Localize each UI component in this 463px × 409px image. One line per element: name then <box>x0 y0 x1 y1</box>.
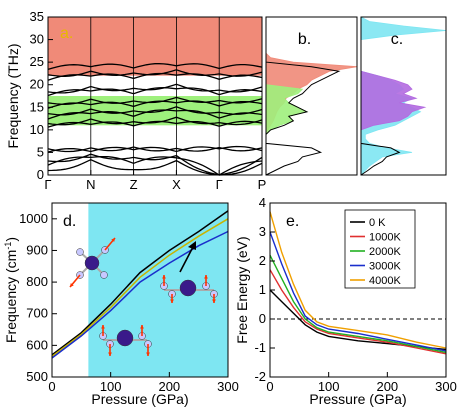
panel-a-ytick-label: 30 <box>30 32 44 47</box>
panel-d-ylabel: Frequency (cm-1) <box>3 237 19 343</box>
panel-d-xtick-label: 200 <box>158 379 180 394</box>
panel-e-legend-label: 0 K <box>369 217 386 229</box>
panel-e-ylabel: Free Energy (eV) <box>234 236 250 343</box>
panel-a-xtick-label: Z <box>130 177 138 192</box>
panel-d-xtick-label: 100 <box>100 379 122 394</box>
panel-b-label: b. <box>298 31 311 48</box>
panel-a-label: a. <box>60 25 73 42</box>
panel-a-ytick-label: 20 <box>30 77 44 92</box>
panel-d-xlabel: Pressure (GPa) <box>91 391 188 407</box>
panel-d-xtick-label: 300 <box>217 379 239 394</box>
panel-d-series-0 <box>51 210 229 356</box>
panel-a-ylabel: Frequency (THz) <box>5 43 21 148</box>
displacement-arrowhead <box>111 238 115 242</box>
panel-e-ytick-label: -2 <box>254 369 266 384</box>
panel-a-branch-10 <box>47 96 263 105</box>
panel-c-label: c. <box>391 31 403 48</box>
pointer-arrowhead <box>188 241 196 250</box>
panel-a-xtick-label: X <box>172 177 181 192</box>
panel-e-xtick-label: 100 <box>318 379 340 394</box>
displacement-arrowhead <box>170 299 174 303</box>
molecule-2-center-atom <box>116 329 134 347</box>
panel-e-legend-box <box>344 209 416 289</box>
panel-a-xtick-label: P <box>258 177 267 192</box>
panel-e-xtick-label: 300 <box>435 379 457 394</box>
panel-d-series-1 <box>51 218 229 357</box>
panel-a-branch-8 <box>47 106 263 116</box>
panel-a-ytick-label: 5 <box>37 144 44 159</box>
panel-e-series-1 <box>269 269 447 355</box>
panel-a-ytick-label: 0 <box>37 167 44 182</box>
panel-a-branch-15 <box>47 63 263 71</box>
panel-e-ytick-label: 4 <box>259 195 266 210</box>
panel-d-ytick-label: 800 <box>26 274 48 289</box>
panel-e-xtick-label: 0 <box>266 379 273 394</box>
panel-d-xtick-label: 0 <box>48 379 55 394</box>
displacement-arrowhead <box>101 325 105 329</box>
molecule-1-center-atom <box>84 255 100 271</box>
molecule-3-center-atom <box>179 279 197 297</box>
molecule-1-ligand-atom <box>100 271 108 279</box>
panel-e-legend-label: 1000K <box>369 232 401 244</box>
panel-a-branch-6 <box>47 116 263 126</box>
panel-d-ytick-label: 900 <box>26 242 48 257</box>
panel-a-xtick-label: Γ <box>44 177 51 192</box>
panel-e-legend-label: 4000K <box>369 275 401 287</box>
displacement-arrowhead <box>162 275 166 279</box>
panel-d-series-2 <box>51 230 229 359</box>
displacement-arrowhead <box>146 352 150 356</box>
panel-a-branch-4 <box>47 146 263 153</box>
panel-a-branch-14 <box>47 69 263 77</box>
panel-a-band-0 <box>48 17 262 76</box>
panel-d-ytick-label: 700 <box>26 306 48 321</box>
panel-e-xlabel: Pressure (GPa) <box>309 391 406 407</box>
panel-a-xtick-label: Γ <box>216 177 223 192</box>
panel-b-dos-total <box>265 17 341 176</box>
displacement-arrowhead <box>70 283 74 287</box>
panel-a-branch-2 <box>47 153 263 176</box>
displacement-arrowhead <box>108 352 112 356</box>
panel-a-branch-11 <box>47 87 263 97</box>
panel-a-xtick-label: N <box>86 177 95 192</box>
panel-a-frame <box>47 16 263 176</box>
panel-e-series-4 <box>269 211 447 349</box>
panel-e-series-2 <box>269 254 447 354</box>
pointer-arrow <box>179 244 195 273</box>
panel-a-branch-9 <box>47 100 263 109</box>
panel-c-dos-1 <box>360 17 427 175</box>
panel-e-ytick-label: 2 <box>259 253 266 268</box>
panel-b-frame <box>265 16 358 176</box>
panel-a-ytick-label: 25 <box>30 54 44 69</box>
displacement-arrowhead <box>204 275 208 279</box>
molecule-1-ligand-atom <box>76 248 84 256</box>
panel-c-dos-total <box>360 17 401 176</box>
panel-d-ytick-label: 500 <box>26 369 48 384</box>
panel-e-ytick-label: 1 <box>259 282 266 297</box>
panel-a-ytick-label: 15 <box>30 99 44 114</box>
panel-e-legend-label: 2000K <box>369 246 401 258</box>
panel-e-ytick-label: -1 <box>254 340 266 355</box>
panel-e-ytick-label: 3 <box>259 224 266 239</box>
panel-e-legend-label: 3000K <box>369 261 401 273</box>
panel-a-branch-7 <box>47 109 263 120</box>
panel-a-branch-13 <box>47 72 263 81</box>
panel-d-frame <box>51 202 229 378</box>
panel-e-ytick-label: 0 <box>259 311 266 326</box>
displacement-arrowhead <box>140 325 144 329</box>
panel-a-branch-12 <box>47 83 263 94</box>
panel-d-ytick-label: 600 <box>26 337 48 352</box>
panel-c-frame <box>360 16 447 176</box>
panel-e-series-3 <box>269 231 447 352</box>
panel-e-label: e. <box>286 213 299 230</box>
panel-a-ytick-label: 10 <box>30 122 44 137</box>
panel-d-ytick-label: 1000 <box>19 211 48 226</box>
panel-e-xtick-label: 200 <box>376 379 398 394</box>
panel-a-ytick-label: 35 <box>30 9 44 24</box>
panel-d-label: d. <box>63 213 76 230</box>
displacement-arrowhead <box>212 299 216 303</box>
